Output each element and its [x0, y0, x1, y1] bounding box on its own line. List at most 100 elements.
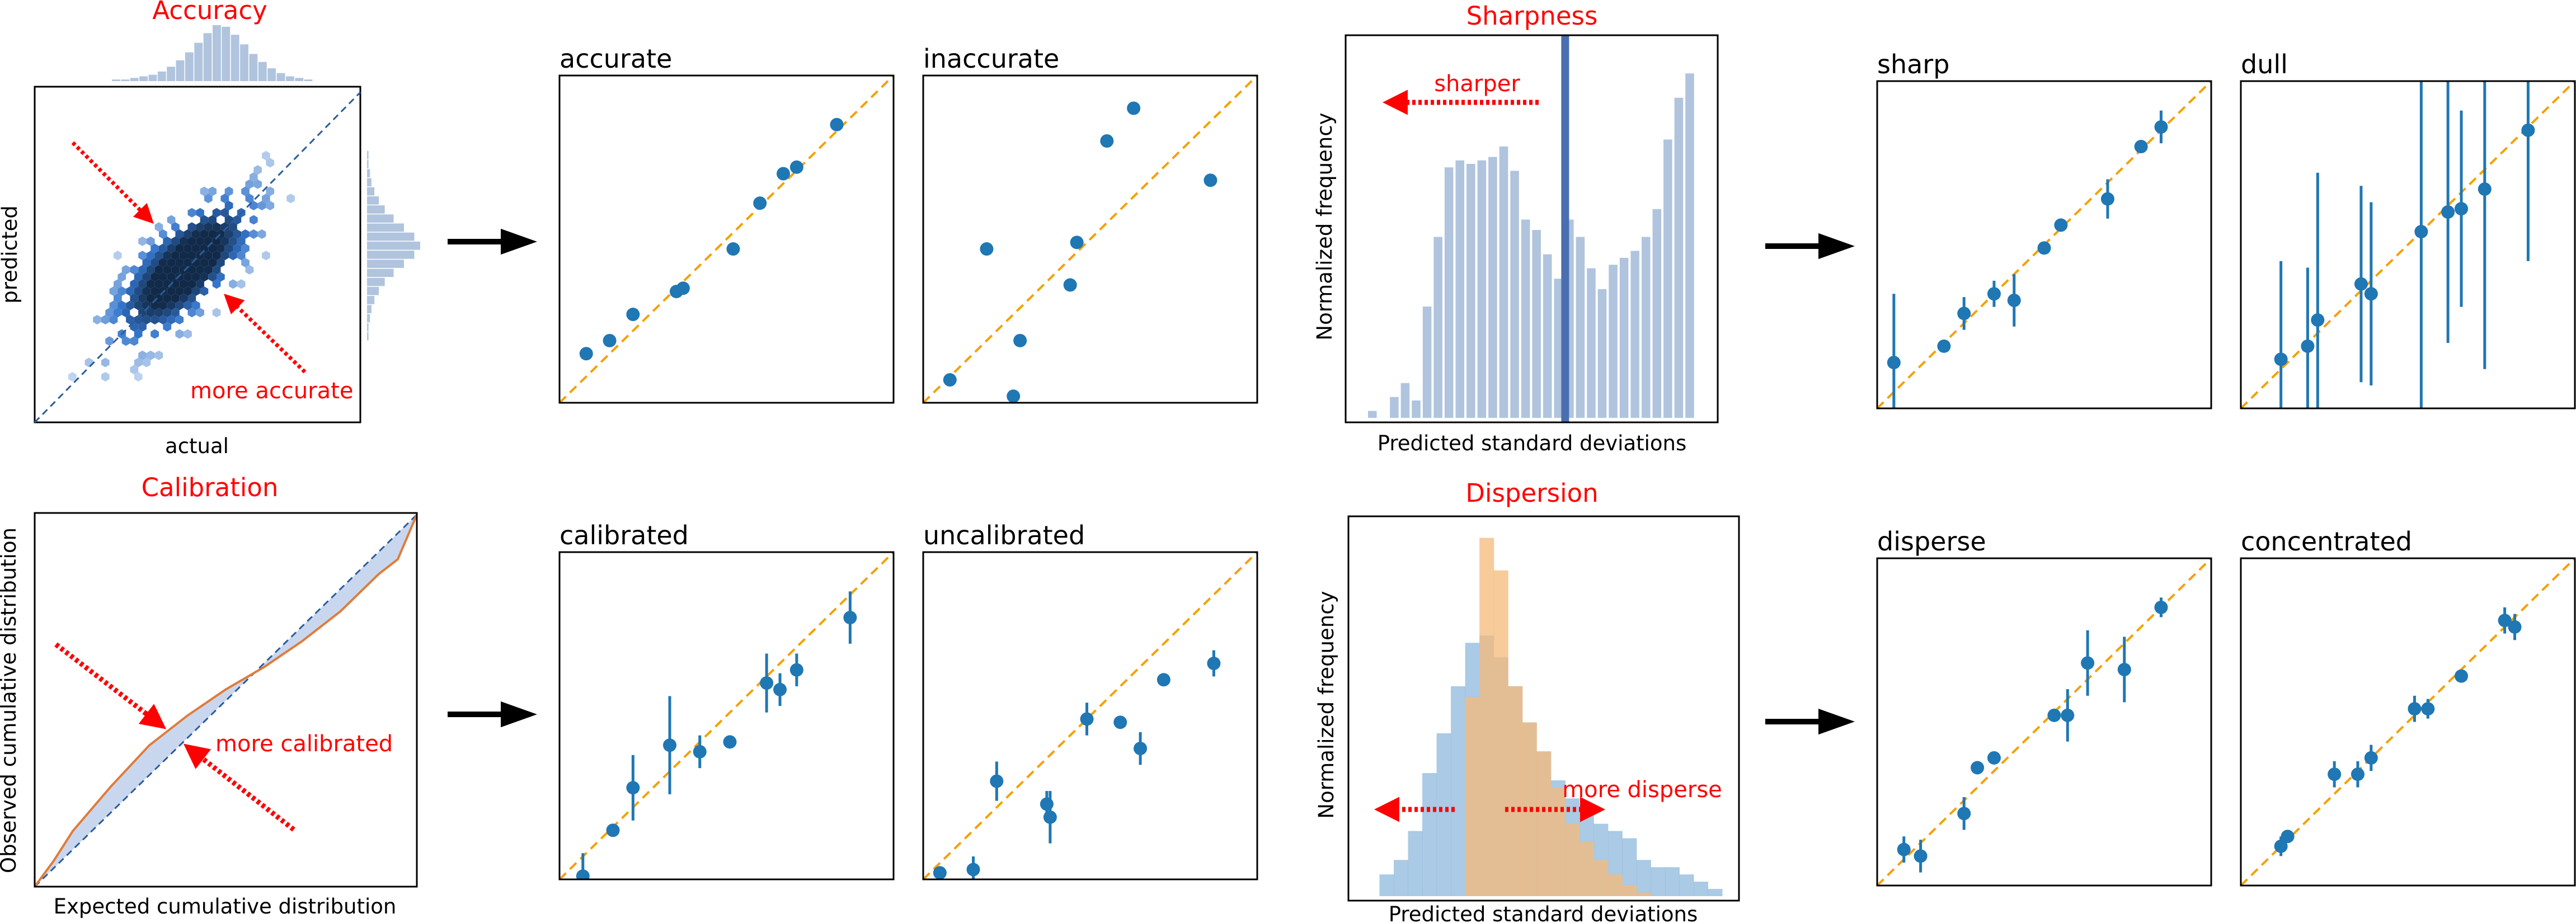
hex-cell	[151, 286, 159, 296]
sharpness-xlabel: Predicted standard deviations	[1378, 431, 1687, 455]
dispersion-title: Dispersion	[1465, 478, 1598, 508]
hex-cell	[175, 272, 184, 282]
marginal-y-bar	[367, 223, 404, 232]
data-point	[1043, 810, 1057, 824]
hex-cell	[126, 286, 134, 296]
hex-cell	[208, 215, 217, 225]
marginal-x-bar	[249, 54, 258, 81]
hist-bar	[1693, 882, 1708, 896]
hex-cell	[134, 286, 143, 296]
hex-cell	[167, 300, 176, 310]
calibration-panel: Calibration more calibrated Expected cum…	[0, 473, 418, 919]
hex-cell	[208, 258, 217, 267]
hex-cell	[196, 279, 204, 289]
data-point	[2414, 225, 2428, 239]
hist-bar	[1400, 383, 1410, 418]
hist-bar	[1597, 289, 1607, 418]
hex-cell	[130, 365, 139, 375]
hex-cell	[175, 243, 184, 253]
data-point	[1070, 236, 1084, 249]
hex-cell	[93, 315, 101, 324]
data-point	[2455, 669, 2469, 683]
hex-cell	[200, 243, 209, 253]
hex-cell	[154, 279, 163, 289]
panel-title-uncalibrated: uncalibrated	[923, 520, 1085, 550]
marginal-y-bar	[367, 241, 420, 250]
data-point	[2455, 202, 2469, 216]
arrow-accuracy	[448, 228, 537, 255]
hex-cell	[151, 258, 159, 267]
hex-cell	[184, 229, 192, 239]
hex-cell	[204, 194, 213, 204]
arrow-sharpness	[1765, 233, 1855, 260]
hex-cell	[151, 243, 159, 253]
data-point	[626, 781, 640, 795]
hex-cell	[171, 293, 180, 303]
hex-cell	[159, 229, 167, 239]
hist-bar	[1510, 171, 1519, 418]
hex-cell	[101, 357, 110, 368]
data-point	[760, 676, 774, 690]
hex-cell	[204, 265, 213, 275]
hex-cell	[68, 372, 77, 382]
marginal-x-bar	[285, 76, 294, 81]
data-point	[2154, 600, 2168, 614]
accuracy-marginal-x	[112, 25, 313, 82]
dispersion-ylabel: Normalized frequency	[1314, 591, 1338, 818]
hist-bar	[1607, 874, 1623, 896]
marginal-y-bar	[367, 169, 370, 178]
hex-cell	[146, 279, 155, 289]
hex-cell	[142, 315, 151, 324]
hex-cell	[121, 336, 130, 346]
data-point	[943, 373, 957, 387]
hex-cell	[229, 279, 237, 289]
hex-cell	[187, 208, 196, 218]
accuracy-title: Accuracy	[152, 0, 267, 25]
hex-cell	[138, 322, 147, 332]
hex-cell	[130, 265, 139, 275]
hex-cell	[175, 315, 184, 324]
hex-cell	[212, 279, 221, 289]
hex-cell	[224, 186, 233, 196]
hist-bar	[1587, 268, 1596, 418]
hex-cell	[117, 286, 126, 296]
hex-cell	[191, 272, 200, 282]
marginal-y-bar	[367, 214, 394, 223]
hex-cell	[121, 308, 130, 318]
data-point	[966, 863, 980, 877]
calibration-xlabel: Expected cumulative distribution	[54, 894, 397, 919]
hex-cell	[159, 243, 167, 253]
hex-cell	[184, 286, 192, 296]
data-point	[2100, 192, 2114, 206]
hex-cell	[262, 251, 270, 261]
hex-cell	[229, 236, 237, 246]
marginal-y-bar	[367, 151, 369, 159]
data-point	[776, 167, 790, 181]
hex-cell	[151, 315, 159, 324]
hex-cell	[224, 229, 233, 239]
hist-bar	[1422, 306, 1432, 418]
data-point	[2408, 702, 2422, 716]
data-point	[663, 738, 677, 752]
hex-cell	[142, 272, 151, 282]
data-point	[2117, 662, 2131, 676]
hex-cell	[138, 251, 147, 261]
marginal-x-bar	[121, 79, 130, 81]
data-point	[723, 735, 737, 749]
hex-cell	[237, 251, 246, 261]
identity-line	[1877, 558, 2211, 886]
sharpness-frame	[1345, 34, 1719, 423]
hex-cell	[171, 236, 180, 246]
hex-cell	[233, 215, 242, 225]
hist-bar	[1433, 237, 1442, 418]
hex-cell	[220, 194, 229, 204]
dispersion-frame	[1347, 515, 1740, 902]
hex-cell	[134, 272, 143, 282]
dispersion-xlabel: Predicted standard deviations	[1389, 902, 1698, 923]
hex-cell	[138, 236, 147, 246]
accuracy-arrow-lower	[223, 294, 307, 374]
data-point	[2508, 620, 2522, 634]
marginal-y-bar	[367, 323, 369, 332]
hex-cell	[233, 243, 242, 253]
